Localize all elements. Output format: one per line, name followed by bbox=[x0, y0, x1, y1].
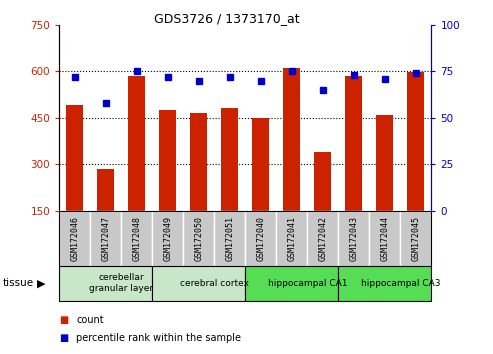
Bar bbox=[128, 76, 145, 211]
Bar bbox=[221, 108, 238, 211]
Text: hippocampal CA1: hippocampal CA1 bbox=[268, 279, 347, 288]
Bar bbox=[338, 211, 369, 266]
Text: cerebellar
granular layer: cerebellar granular layer bbox=[89, 274, 153, 293]
Text: hippocampal CA3: hippocampal CA3 bbox=[360, 279, 440, 288]
Bar bbox=[376, 115, 393, 211]
Text: count: count bbox=[76, 315, 104, 325]
Bar bbox=[307, 211, 338, 266]
Text: GSM172044: GSM172044 bbox=[380, 216, 389, 261]
Bar bbox=[345, 76, 362, 211]
Bar bbox=[246, 266, 338, 301]
Bar bbox=[183, 211, 214, 266]
Text: GSM172046: GSM172046 bbox=[70, 216, 79, 261]
Bar bbox=[97, 169, 114, 211]
Text: GSM172043: GSM172043 bbox=[350, 216, 358, 261]
Bar bbox=[283, 68, 300, 211]
Text: GSM172050: GSM172050 bbox=[194, 216, 203, 261]
Bar bbox=[190, 113, 207, 211]
Text: GSM172045: GSM172045 bbox=[411, 216, 421, 261]
Text: GSM172040: GSM172040 bbox=[256, 216, 265, 261]
Text: tissue: tissue bbox=[2, 278, 34, 288]
Text: GSM172048: GSM172048 bbox=[132, 216, 141, 261]
Bar bbox=[152, 211, 183, 266]
Text: GSM172047: GSM172047 bbox=[101, 216, 110, 261]
Bar bbox=[152, 266, 246, 301]
Text: ■: ■ bbox=[59, 315, 69, 325]
Bar bbox=[66, 105, 83, 211]
Text: cerebral cortex: cerebral cortex bbox=[180, 279, 249, 288]
Bar bbox=[121, 211, 152, 266]
Text: GSM172049: GSM172049 bbox=[163, 216, 172, 261]
Bar bbox=[90, 211, 121, 266]
Bar bbox=[314, 152, 331, 211]
Bar bbox=[252, 118, 269, 211]
Bar bbox=[338, 266, 431, 301]
Bar bbox=[59, 266, 152, 301]
Bar bbox=[407, 72, 424, 211]
Bar bbox=[369, 211, 400, 266]
Bar bbox=[400, 211, 431, 266]
Text: ■: ■ bbox=[59, 333, 69, 343]
Bar bbox=[59, 211, 90, 266]
Bar bbox=[276, 211, 307, 266]
Text: percentile rank within the sample: percentile rank within the sample bbox=[76, 333, 242, 343]
Text: GSM172041: GSM172041 bbox=[287, 216, 296, 261]
Bar bbox=[246, 211, 276, 266]
Bar bbox=[214, 211, 246, 266]
Text: ▶: ▶ bbox=[37, 278, 46, 288]
Text: GSM172051: GSM172051 bbox=[225, 216, 234, 261]
Text: GDS3726 / 1373170_at: GDS3726 / 1373170_at bbox=[154, 12, 300, 25]
Text: GSM172042: GSM172042 bbox=[318, 216, 327, 261]
Bar bbox=[159, 110, 176, 211]
